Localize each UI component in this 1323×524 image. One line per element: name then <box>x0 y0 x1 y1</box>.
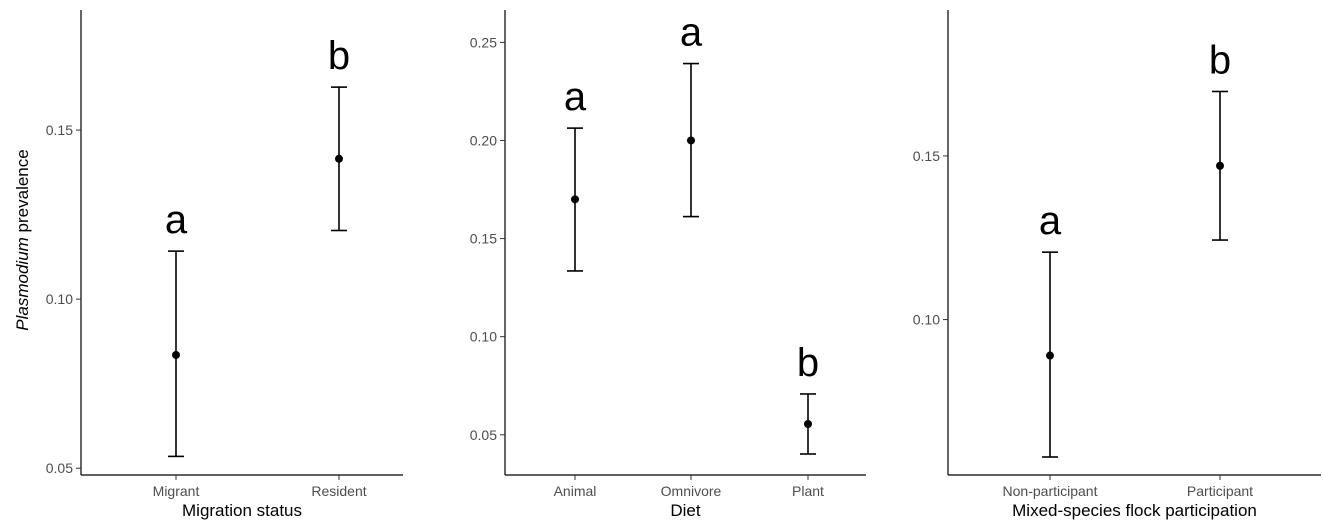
y-tick-label: 0.15 <box>470 231 497 247</box>
x-tick-label: Animal <box>554 483 597 499</box>
y-tick-label: 0.15 <box>46 122 73 138</box>
x-axis-title: Mixed-species flock participation <box>1012 501 1257 520</box>
significance-letter: b <box>328 34 350 78</box>
x-axis-title: Diet <box>670 501 701 520</box>
y-tick-label: 0.05 <box>46 460 73 476</box>
y-tick-label: 0.05 <box>470 427 497 443</box>
panel-2: 0.05 0.10 0.15 0.20 0.25 Animal a Omnivore a Plan… <box>470 10 866 520</box>
data-point <box>1046 351 1054 360</box>
x-tick-label: Participant <box>1187 483 1253 499</box>
significance-letter: b <box>797 341 819 385</box>
data-point <box>1216 161 1224 170</box>
y-tick-label: 0.10 <box>46 291 73 307</box>
x-tick-label: Non-participant <box>1003 483 1098 499</box>
data-point <box>571 195 579 204</box>
panel-1: 0.05 0.10 0.15 Migrant a Resident b Migration s… <box>46 10 403 520</box>
x-tick-label: Plant <box>792 483 824 499</box>
data-point <box>804 419 812 428</box>
significance-letter: a <box>165 198 188 242</box>
x-tick-label: Migrant <box>153 483 200 499</box>
data-point <box>335 154 343 163</box>
y-axis-title-italic: Plasmodium <box>13 237 32 331</box>
x-tick-label: Omnivore <box>661 483 722 499</box>
x-axis-title: Migration status <box>182 501 302 520</box>
significance-letter: a <box>680 11 703 55</box>
y-tick-label: 0.20 <box>470 132 497 148</box>
significance-letter: b <box>1209 38 1231 82</box>
significance-letter: a <box>1039 199 1062 243</box>
data-point <box>172 350 180 359</box>
y-tick-label: 0.10 <box>470 329 497 345</box>
y-axis-title: Plasmodium prevalence <box>13 149 32 330</box>
significance-letter: a <box>564 75 587 119</box>
y-tick-label: 0.15 <box>913 148 940 164</box>
y-tick-label: 0.10 <box>913 312 940 328</box>
data-point <box>687 136 695 145</box>
y-axis-title-rest: prevalence <box>13 149 32 237</box>
x-tick-label: Resident <box>311 483 366 499</box>
panel-3: 0.10 0.15 Non-participant a Participant b Mixe… <box>913 10 1321 520</box>
y-tick-label: 0.25 <box>470 34 497 50</box>
panels: 0.05 0.10 0.15 Migrant a Resident b Migration s… <box>46 10 1321 520</box>
